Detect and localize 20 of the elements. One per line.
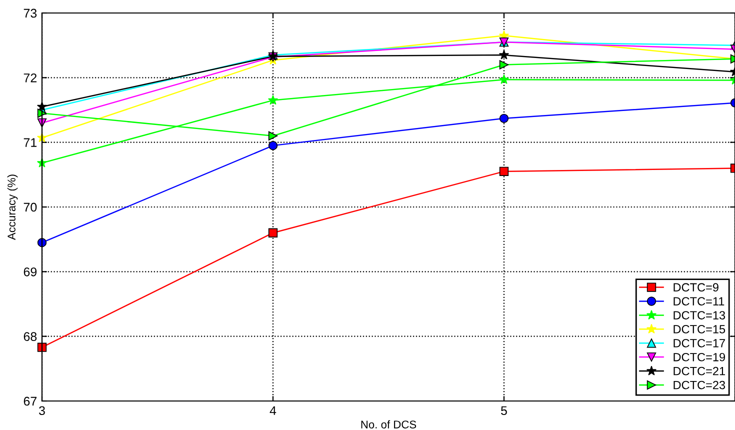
y-tick-label: 67	[24, 396, 37, 406]
x-tick-label: 4	[270, 406, 276, 415]
legend-label: DCTC=17	[674, 338, 725, 348]
y-tick-label: 69	[24, 267, 37, 276]
legend-label: DCTC=9	[674, 283, 718, 292]
legend-label: DCTC=21	[674, 366, 725, 376]
x-tick-label: 5	[501, 406, 507, 416]
legend-label: DCTC=13	[674, 311, 726, 320]
x-tick-label: 3	[39, 406, 45, 416]
legend-label: DCTC=19	[674, 352, 725, 362]
y-tick-label: 72	[24, 73, 37, 82]
y-tick-label: 70	[24, 202, 37, 212]
legend-label: DCTC=11	[674, 297, 724, 306]
y-tick-label: 73	[24, 8, 37, 18]
legend-label: DCTC=15	[674, 325, 726, 334]
legend-label: DCTC=23	[674, 380, 726, 390]
y-tick-label: 68	[24, 332, 37, 341]
y-axis-title: Accuracy (%)	[7, 174, 18, 240]
y-tick-label: 71	[24, 138, 37, 147]
x-axis-title: No. of DCS	[361, 420, 416, 428]
